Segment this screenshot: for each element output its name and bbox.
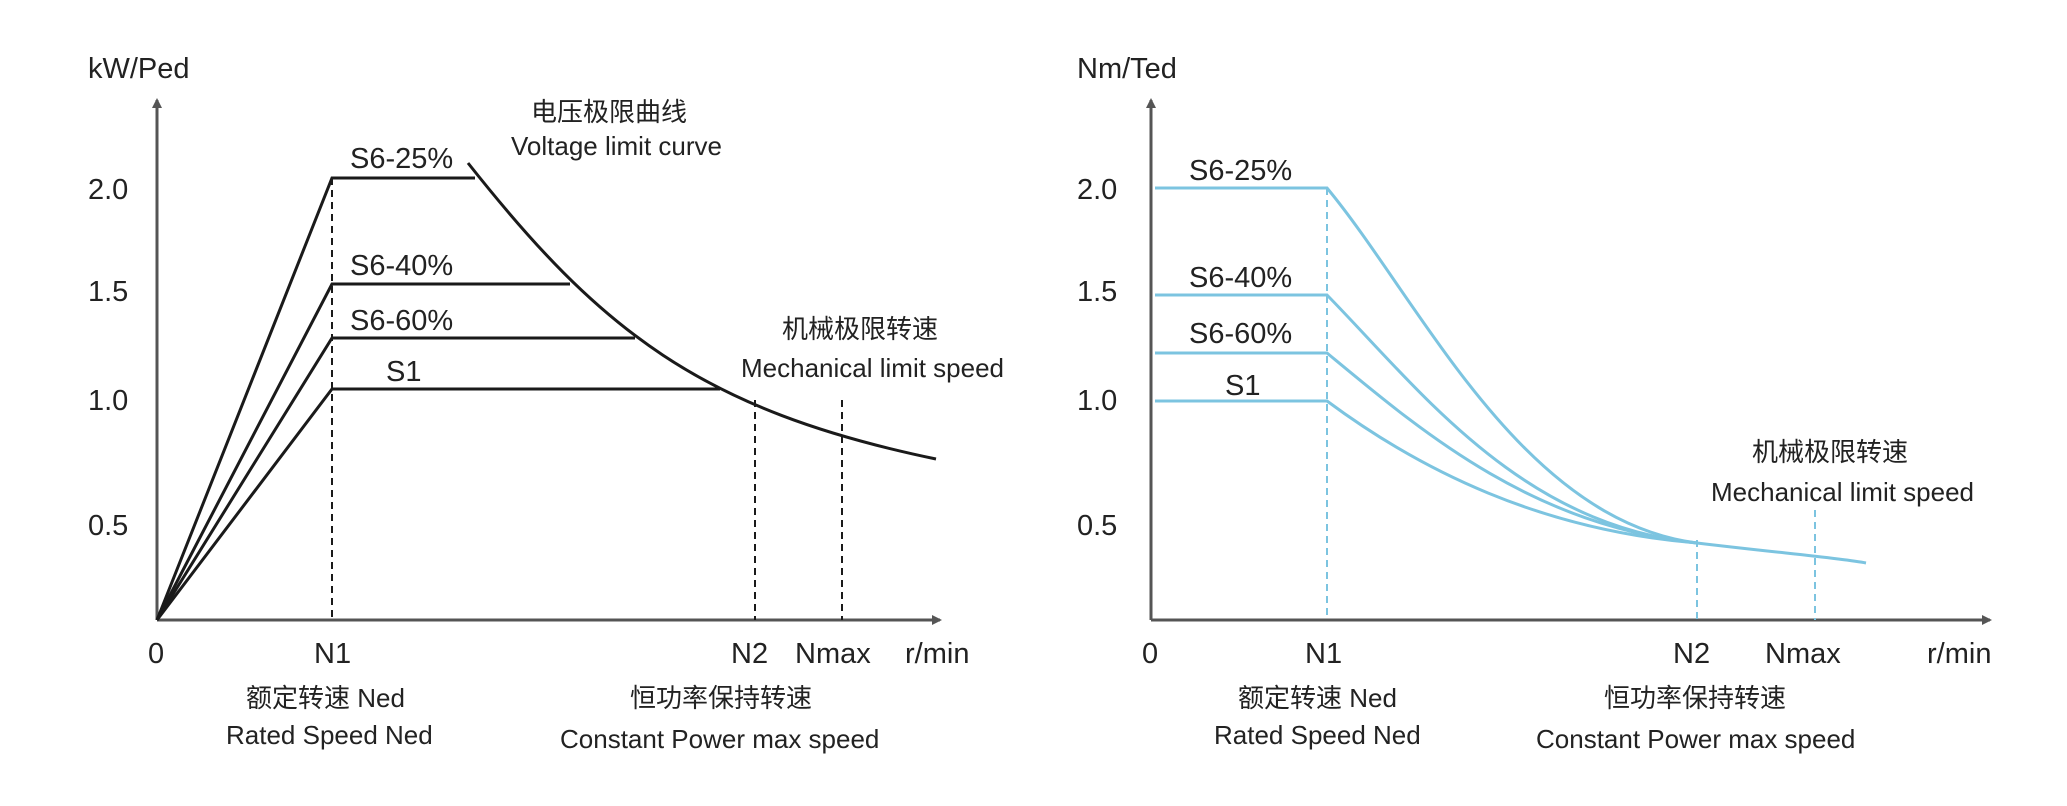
torque-mech-limit-cn: 机械极限转速	[1752, 437, 1908, 467]
power-ytick-0-5: 0.5	[88, 510, 128, 542]
torque-xtick-n1: N1	[1305, 638, 1342, 670]
torque-rated-en: Rated Speed Ned	[1214, 720, 1421, 750]
power-ytick-2-0: 2.0	[88, 174, 128, 206]
power-xtick-nmax: Nmax	[795, 638, 871, 670]
power-series-s6-25	[155, 176, 475, 621]
torque-label-s6-40: S6-40%	[1189, 262, 1292, 294]
power-label-s1: S1	[386, 356, 421, 388]
power-label-s6-25: S6-25%	[350, 143, 453, 175]
power-label-s6-60: S6-60%	[350, 305, 453, 337]
torque-label-s1: S1	[1225, 370, 1260, 402]
power-xtick-0: 0	[148, 638, 164, 670]
power-const-power-en: Constant Power max speed	[560, 724, 879, 754]
power-mech-limit-en: Mechanical limit speed	[741, 353, 1004, 383]
power-voltage-limit-cn: 电压极限曲线	[531, 97, 687, 127]
torque-x-axis-label: r/min	[1927, 638, 1991, 670]
power-xtick-n2: N2	[731, 638, 768, 670]
torque-ytick-2-0: 2.0	[1077, 174, 1117, 206]
power-label-s6-40: S6-40%	[350, 250, 453, 282]
torque-ytick-1-5: 1.5	[1077, 276, 1117, 308]
torque-ytick-0-5: 0.5	[1077, 510, 1117, 542]
power-mech-limit-cn: 机械极限转速	[782, 314, 938, 344]
torque-chart: Nm/Ted r/min 2.0 1.5 1.0 0.5 0 N1 N2 Nma…	[1077, 53, 1992, 754]
torque-label-s6-60: S6-60%	[1189, 318, 1292, 350]
power-voltage-limit-en: Voltage limit curve	[511, 131, 722, 161]
power-ytick-1-0: 1.0	[88, 385, 128, 417]
torque-ytick-1-0: 1.0	[1077, 385, 1117, 417]
torque-xtick-nmax: Nmax	[1765, 638, 1841, 670]
torque-rated-cn: 额定转速 Ned	[1238, 683, 1397, 713]
power-rated-cn: 额定转速 Ned	[246, 683, 405, 713]
power-series-s6-60	[155, 336, 635, 621]
power-xtick-n1: N1	[314, 638, 351, 670]
torque-series-s1	[1155, 399, 1698, 545]
power-series-s6-40	[155, 282, 570, 621]
torque-label-s6-25: S6-25%	[1189, 155, 1292, 187]
torque-mech-limit-en: Mechanical limit speed	[1711, 477, 1974, 507]
torque-y-axis-label: Nm/Ted	[1077, 53, 1177, 85]
torque-series-s6-60	[1155, 351, 1698, 545]
torque-const-power-cn: 恒功率保持转速	[1604, 683, 1786, 713]
power-rated-en: Rated Speed Ned	[226, 720, 433, 750]
torque-xtick-n2: N2	[1673, 638, 1710, 670]
power-series-s1	[155, 387, 720, 621]
power-y-axis-label: kW/Ped	[88, 53, 190, 85]
power-ytick-1-5: 1.5	[88, 276, 128, 308]
power-const-power-cn: 恒功率保持转速	[630, 683, 812, 713]
torque-xtick-0: 0	[1142, 638, 1158, 670]
power-x-axis-label: r/min	[905, 638, 969, 670]
torque-series-s6-25	[1155, 186, 1698, 545]
power-voltage-limit-curve	[466, 162, 937, 461]
power-chart: kW/Ped r/min 2.0 1.5 1.0 0.5 0 N1 N2 Nma…	[88, 53, 1004, 754]
torque-const-power-en: Constant Power max speed	[1536, 724, 1855, 754]
torque-tail-curve	[1696, 541, 1867, 565]
